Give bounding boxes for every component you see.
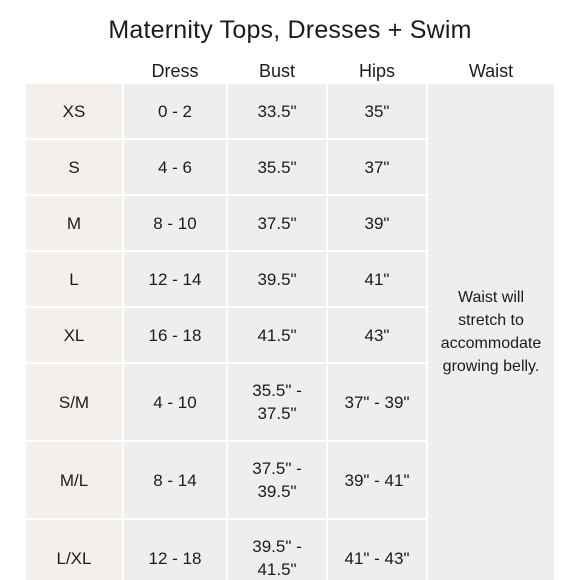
dress-cell: 0 - 2 [124,84,226,138]
column-header-waist: Waist [468,61,514,81]
dress-cell: 4 - 6 [124,140,226,194]
size-cell: S [26,140,122,194]
table-header: Dress Bust Hips Waist [0,58,580,84]
page-title: Maternity Tops, Dresses + Swim [108,16,472,44]
size-cell: XL [26,308,122,362]
hips-cell: 35" [328,84,426,138]
hips-cell: 37" - 39" [328,364,426,440]
size-cell: L [26,252,122,306]
dress-cell: 4 - 10 [124,364,226,440]
dress-cell: 12 - 14 [124,252,226,306]
size-cell: M/L [26,442,122,518]
hips-cell: 39" - 41" [328,442,426,518]
hips-cell: 41" - 43" [328,520,426,580]
waist-note: Waist will stretch to accommodate growin… [428,84,554,580]
size-cell: XS [26,84,122,138]
bust-cell: 39.5" - 41.5" [228,520,326,580]
dress-cell: 12 - 18 [124,520,226,580]
hips-cell: 41" [328,252,426,306]
bust-cell: 39.5" [228,252,326,306]
hips-cell: 39" [328,196,426,250]
column-header-dress: Dress [151,61,199,81]
dress-cell: 8 - 14 [124,442,226,518]
hips-cell: 37" [328,140,426,194]
column-header-hips: Hips [358,61,395,81]
size-cell: L/XL [26,520,122,580]
size-cell: M [26,196,122,250]
hips-cell: 43" [328,308,426,362]
bust-cell: 35.5" [228,140,326,194]
size-cell: S/M [26,364,122,440]
bust-cell: 37.5" [228,196,326,250]
bust-cell: 33.5" [228,84,326,138]
bust-cell: 37.5" - 39.5" [228,442,326,518]
column-header-bust: Bust [258,61,296,81]
bust-cell: 41.5" [228,308,326,362]
dress-cell: 8 - 10 [124,196,226,250]
dress-cell: 16 - 18 [124,308,226,362]
bust-cell: 35.5" - 37.5" [228,364,326,440]
